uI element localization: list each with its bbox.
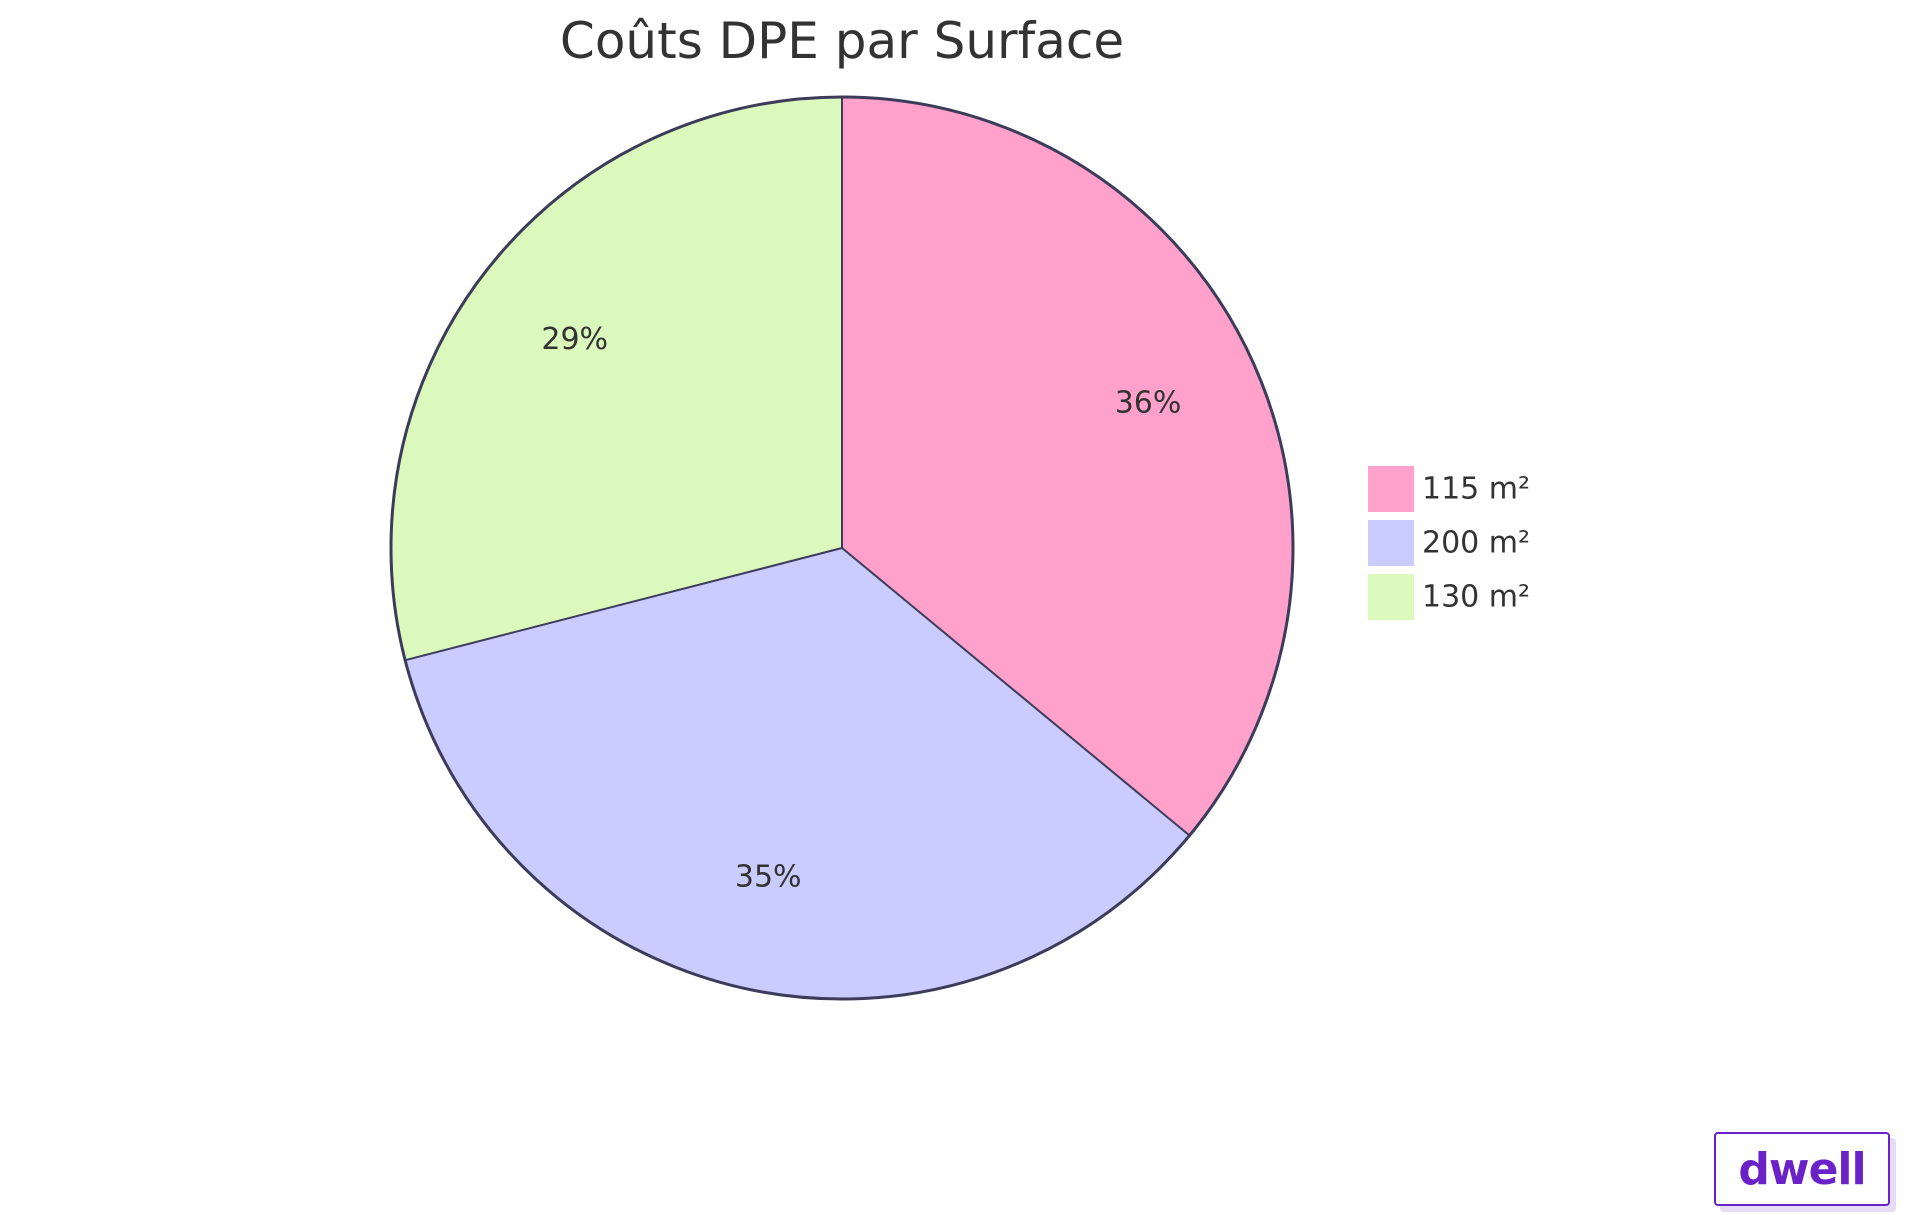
pie-slice-3 (391, 97, 842, 661)
slice-divider (841, 547, 1191, 837)
brand-logo: dwell (1714, 1132, 1890, 1206)
legend-swatch (1368, 466, 1414, 512)
legend-swatch (1368, 574, 1414, 620)
legend-label: 130 m² (1422, 580, 1530, 615)
chart-title: Coûts DPE par Surface (560, 12, 1124, 70)
pie-slice-label: 36% (1115, 385, 1182, 420)
legend-swatch (1368, 520, 1414, 566)
pie-slice-label: 29% (541, 322, 608, 357)
chart-legend: 115 m² 200 m² 130 m² (1368, 466, 1530, 620)
legend-label: 115 m² (1422, 472, 1530, 507)
pie-slice-label: 35% (735, 860, 802, 895)
pie-outline (389, 95, 1295, 1001)
legend-label: 200 m² (1422, 526, 1530, 561)
pie-slice-labels: 36% 35% 29% (541, 322, 1181, 894)
brand-name: dwell (1738, 1143, 1866, 1195)
slice-divider (404, 547, 843, 662)
pie-slice-2 (405, 548, 1190, 999)
pie-slices (389, 95, 1295, 1001)
pie-slice-1 (842, 97, 1293, 836)
